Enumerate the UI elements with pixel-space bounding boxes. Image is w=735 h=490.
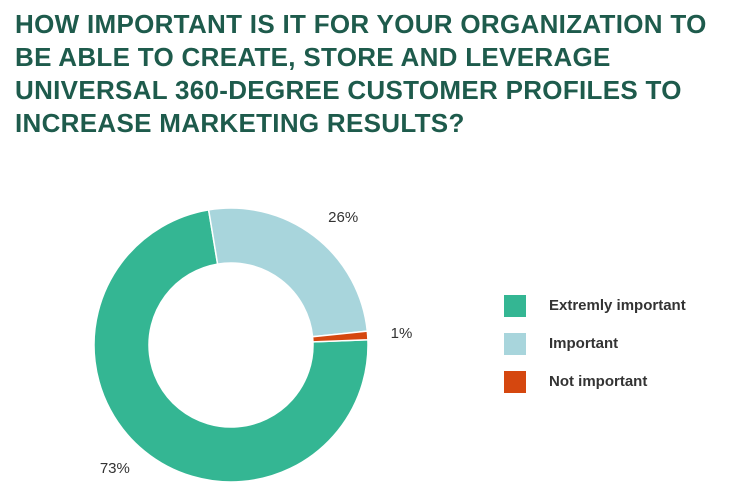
data-label: 1%: [391, 325, 413, 342]
donut-segment: [207, 207, 369, 338]
legend-swatch: [504, 295, 526, 317]
data-label: 73%: [100, 460, 130, 477]
legend-label: Extremly important: [549, 297, 686, 314]
chart-title: HOW IMPORTANT IS IT FOR YOUR ORGANIZATIO…: [15, 9, 707, 138]
donut-segment: [311, 330, 369, 343]
data-label: 26%: [328, 209, 358, 226]
legend-label: Important: [549, 335, 618, 352]
donut-segment: [93, 208, 369, 483]
legend-label: Not important: [549, 373, 647, 390]
legend-swatch: [504, 333, 526, 355]
legend-swatch: [504, 371, 526, 393]
